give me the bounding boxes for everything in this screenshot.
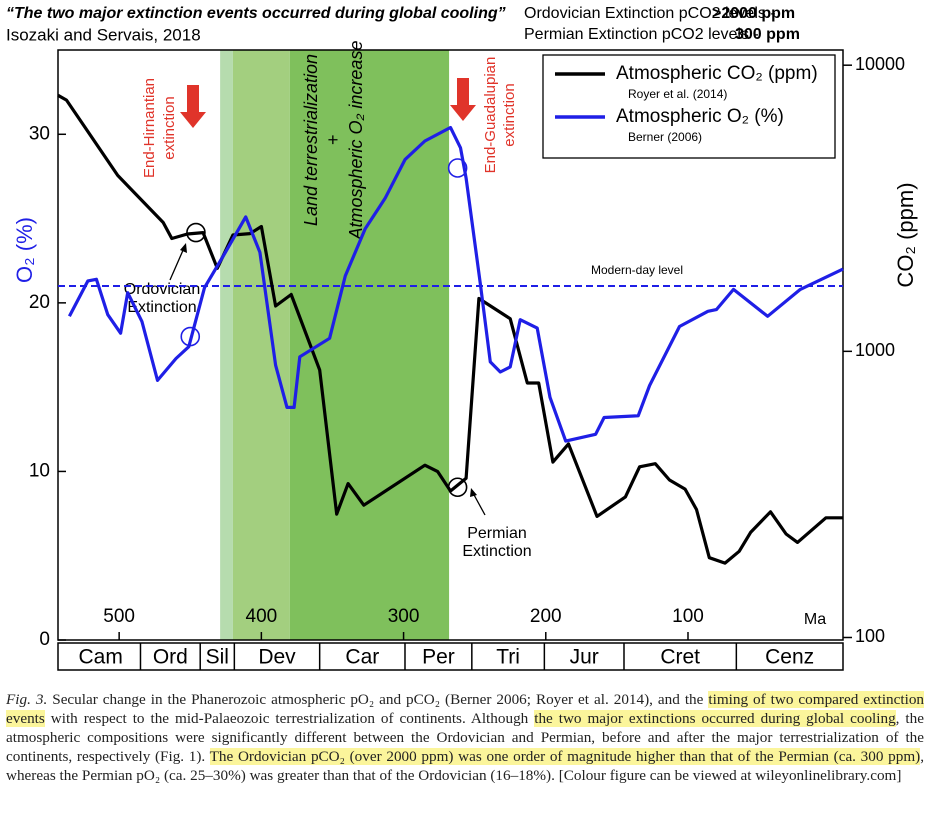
annotation: Permian (467, 525, 527, 542)
y-tick-label: 10 (29, 460, 50, 481)
legend-box (542, 54, 836, 159)
plot-frame (57, 49, 844, 641)
legend-source: Royer et al. (2014) (628, 87, 727, 101)
y-axis-label: O₂ (%) (12, 217, 37, 283)
legend-label: Atmospheric CO₂ (ppm) (616, 63, 818, 84)
annotation: End-Hirnantian (141, 78, 158, 178)
note-label: Permian Extinction pCO2 levels - (524, 26, 759, 43)
y2-tick-label: 100 (855, 626, 885, 646)
y-tick-label: 20 (29, 292, 50, 313)
annotation: Extinction (127, 299, 196, 316)
caption-text: , whereas the Permian pO₂ (ca. 25–30%) w… (6, 748, 924, 784)
note-value: 300 ppm (735, 26, 800, 43)
x-unit: Ma (804, 611, 826, 628)
caption-text: with respect to the mid-Palaeozoic terre… (44, 710, 535, 727)
legend: Atmospheric CO₂ (ppm) Royer et al. (2014)… (542, 54, 836, 159)
annotation: extinction (501, 83, 518, 146)
legend-source: Berner (2006) (628, 130, 702, 144)
period-label: Jur (570, 646, 599, 669)
annotation: End-Guadalupian (482, 57, 499, 174)
series-line (67, 125, 844, 443)
x-tick-label: 500 (103, 606, 135, 627)
x-tick-label: 100 (672, 606, 704, 627)
caption-text: , the atmospheric compositions were sign… (6, 710, 924, 765)
period-label: Tri (496, 646, 520, 669)
pointer-head (180, 243, 187, 253)
annotation: Atmospheric O₂ increase (346, 41, 366, 241)
x-tick-label: 300 (388, 606, 420, 627)
reference-label: Modern-day level (591, 263, 683, 277)
y-tick-label: 0 (39, 629, 50, 650)
title: “The two major extinction events occurre… (6, 5, 506, 22)
pointer-line (169, 247, 185, 281)
period-label: Sil (206, 646, 229, 669)
y2-axis-label: CO₂ (ppm) (893, 182, 918, 287)
x-tick-label: 200 (530, 606, 562, 627)
caption: Fig. 3. Secular change in the Phanerozoi… (6, 690, 925, 785)
highlight-circle (447, 477, 468, 498)
period-label: Dev (258, 646, 296, 669)
period-label: Cret (660, 646, 700, 669)
highlight-circle (186, 222, 206, 243)
subtitle: Isozaki and Servais, 2018 (6, 25, 201, 44)
period-label: Cam (78, 646, 122, 669)
caption-text: the two major extinctions occurred durin… (534, 710, 896, 727)
annotation: Extinction (462, 543, 531, 560)
annotation: Ordovician (124, 281, 200, 298)
annotation: extinction (161, 96, 178, 159)
caption-text: The Ordovician pCO₂ (over 2000 ppm) was … (209, 748, 921, 765)
annotation: + (323, 135, 343, 146)
period-label: Ord (153, 646, 188, 669)
legend-label: Atmospheric O₂ (%) (616, 106, 784, 127)
annotation: Land terrestrialization (301, 54, 321, 226)
pointer-head (470, 488, 477, 497)
highlight-circle (180, 326, 201, 347)
note-value: >2000 ppm (712, 5, 795, 22)
caption-text: Fig. 3. (6, 691, 48, 708)
pointer-line (472, 492, 486, 516)
shaded-band (220, 50, 233, 640)
y-tick-label: 30 (29, 123, 50, 144)
red-arrow (180, 85, 206, 128)
caption-text: Secular change in the Phanerozoic atmosp… (47, 691, 709, 708)
x-tick-label: 400 (246, 606, 278, 627)
note-label: Ordovician Extinction pCO2 levels - (524, 5, 776, 22)
highlight-circle (447, 158, 468, 178)
period-label: Per (422, 646, 455, 669)
red-arrow (450, 78, 476, 121)
period-label: Cenz (765, 646, 814, 669)
period-bar (57, 642, 844, 671)
y2-tick-label: 10000 (855, 54, 905, 74)
y2-tick-label: 1000 (855, 340, 895, 360)
chart: “The two major extinction events occurre… (6, 5, 918, 671)
shaded-band (232, 50, 290, 640)
period-label: Car (345, 646, 379, 669)
